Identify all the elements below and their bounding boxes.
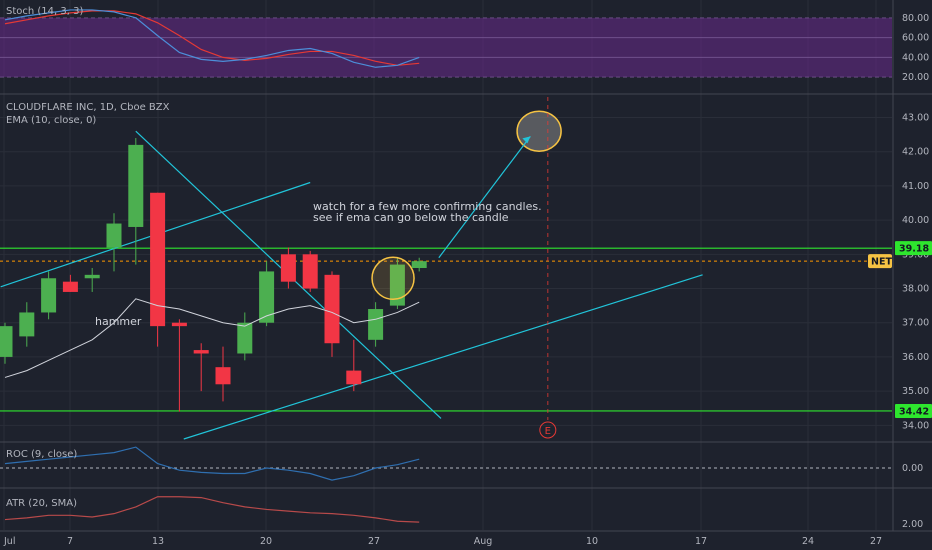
price-tick-label: 43.00 <box>902 113 929 124</box>
candle-body <box>171 322 187 327</box>
time-tick-label: 27 <box>368 536 380 547</box>
drawings[interactable]: E <box>371 97 562 439</box>
candle-body <box>0 326 13 357</box>
price-tags: 39.18 34.42 NET <box>868 241 932 418</box>
time-tick-label: 20 <box>260 536 272 547</box>
atr-label: ATR (20, SMA) <box>6 498 77 509</box>
price-line-tag <box>895 241 932 256</box>
candle-body <box>62 281 78 292</box>
atr-pane[interactable]: ATR (20, SMA) 2.00 <box>4 496 923 530</box>
price-tick-label: 35.00 <box>902 386 929 397</box>
support-trendline[interactable] <box>183 274 703 440</box>
stoch-tick-label: 20.00 <box>902 72 929 83</box>
time-tick-label: 10 <box>586 536 598 547</box>
symbol-title: CLOUDFLARE INC, 1D, Cboe BZX <box>6 102 170 113</box>
stoch-k-line <box>4 9 420 68</box>
price-tick-label: 38.00 <box>902 284 929 295</box>
candles <box>0 138 427 412</box>
price-line-tag-label: 39.18 <box>899 244 929 255</box>
stoch-tick-label: 40.00 <box>902 52 929 63</box>
stoch-overbought-oversold-band <box>0 17 892 78</box>
candle-body <box>302 254 318 289</box>
roc-axis: 0.00 <box>902 463 923 474</box>
price-tick-label: 40.00 <box>902 215 929 226</box>
projection-arrow[interactable] <box>438 135 531 259</box>
candle-body <box>150 192 166 327</box>
atr-axis: 2.00 <box>902 519 923 530</box>
stoch-pane[interactable]: Stoch (14, 3, 3) 80.00 60.00 40.00 20.00 <box>0 6 929 83</box>
price-tick-label: 36.00 <box>902 352 929 363</box>
note-line-2: see if ema can go below the candle <box>313 211 509 224</box>
price-line-tag <box>895 403 932 418</box>
time-tick-label: Aug <box>474 536 493 547</box>
time-tick-label: 27 <box>870 536 882 547</box>
candle-body <box>193 350 209 354</box>
candle-body <box>106 223 122 248</box>
hammer-label: hammer <box>95 315 142 328</box>
pane-separators <box>0 0 932 532</box>
atr-line <box>4 496 420 523</box>
roc-pane[interactable]: ROC (9, close) 0.00 <box>0 446 923 481</box>
candle-body <box>259 271 275 323</box>
roc-tick-label: 0.00 <box>902 463 923 474</box>
candle-body <box>411 261 427 268</box>
candle-body <box>128 144 144 227</box>
stoch-tick-label: 60.00 <box>902 33 929 44</box>
ema-line <box>4 298 420 378</box>
roc-label: ROC (9, close) <box>6 449 77 460</box>
time-tick-label: 13 <box>152 536 164 547</box>
stoch-lines <box>0 9 892 78</box>
candle-body <box>324 274 340 344</box>
time-tick-label: 17 <box>695 536 707 547</box>
candle-body <box>368 309 384 340</box>
symbol-price-tag <box>868 254 892 269</box>
earnings-marker-label: E <box>545 426 551 437</box>
candle-body <box>84 274 100 279</box>
price-tick-label: 37.00 <box>902 318 929 329</box>
stoch-d-line <box>4 10 420 66</box>
time-tick-label: 24 <box>802 536 814 547</box>
note-line-1: watch for a few more confirming candles. <box>313 200 542 213</box>
price-tick-label: 34.00 <box>902 420 929 431</box>
highlight-circle-candle[interactable] <box>371 256 415 301</box>
stoch-label: Stoch (14, 3, 3) <box>6 6 83 17</box>
time-tick-label: Jul <box>3 536 15 547</box>
candle-body <box>19 312 35 337</box>
time-tick-label: 7 <box>67 536 73 547</box>
stoch-tick-label: 80.00 <box>902 13 929 24</box>
candle-body <box>41 278 57 313</box>
candle-body <box>280 254 296 282</box>
candle-body <box>389 264 405 306</box>
price-tick-label: 41.00 <box>902 181 929 192</box>
symbol-price-tag-label: NET <box>871 257 892 268</box>
atr-tick-label: 2.00 <box>902 519 923 530</box>
stoch-axis: 80.00 60.00 40.00 20.00 <box>902 13 929 83</box>
ema-label: EMA (10, close, 0) <box>6 115 96 126</box>
earnings-marker-circle[interactable] <box>539 421 557 439</box>
price-line-tag-label: 34.42 <box>899 406 929 417</box>
candle-body <box>215 367 231 385</box>
projection-arrowhead <box>522 136 531 144</box>
roc-line <box>4 446 420 481</box>
candle-body <box>346 370 362 385</box>
time-axis[interactable]: Jul 7 13 20 27 Aug 10 17 24 27 <box>3 536 882 547</box>
price-tick-label: 42.00 <box>902 147 929 158</box>
candle-body <box>237 322 253 354</box>
